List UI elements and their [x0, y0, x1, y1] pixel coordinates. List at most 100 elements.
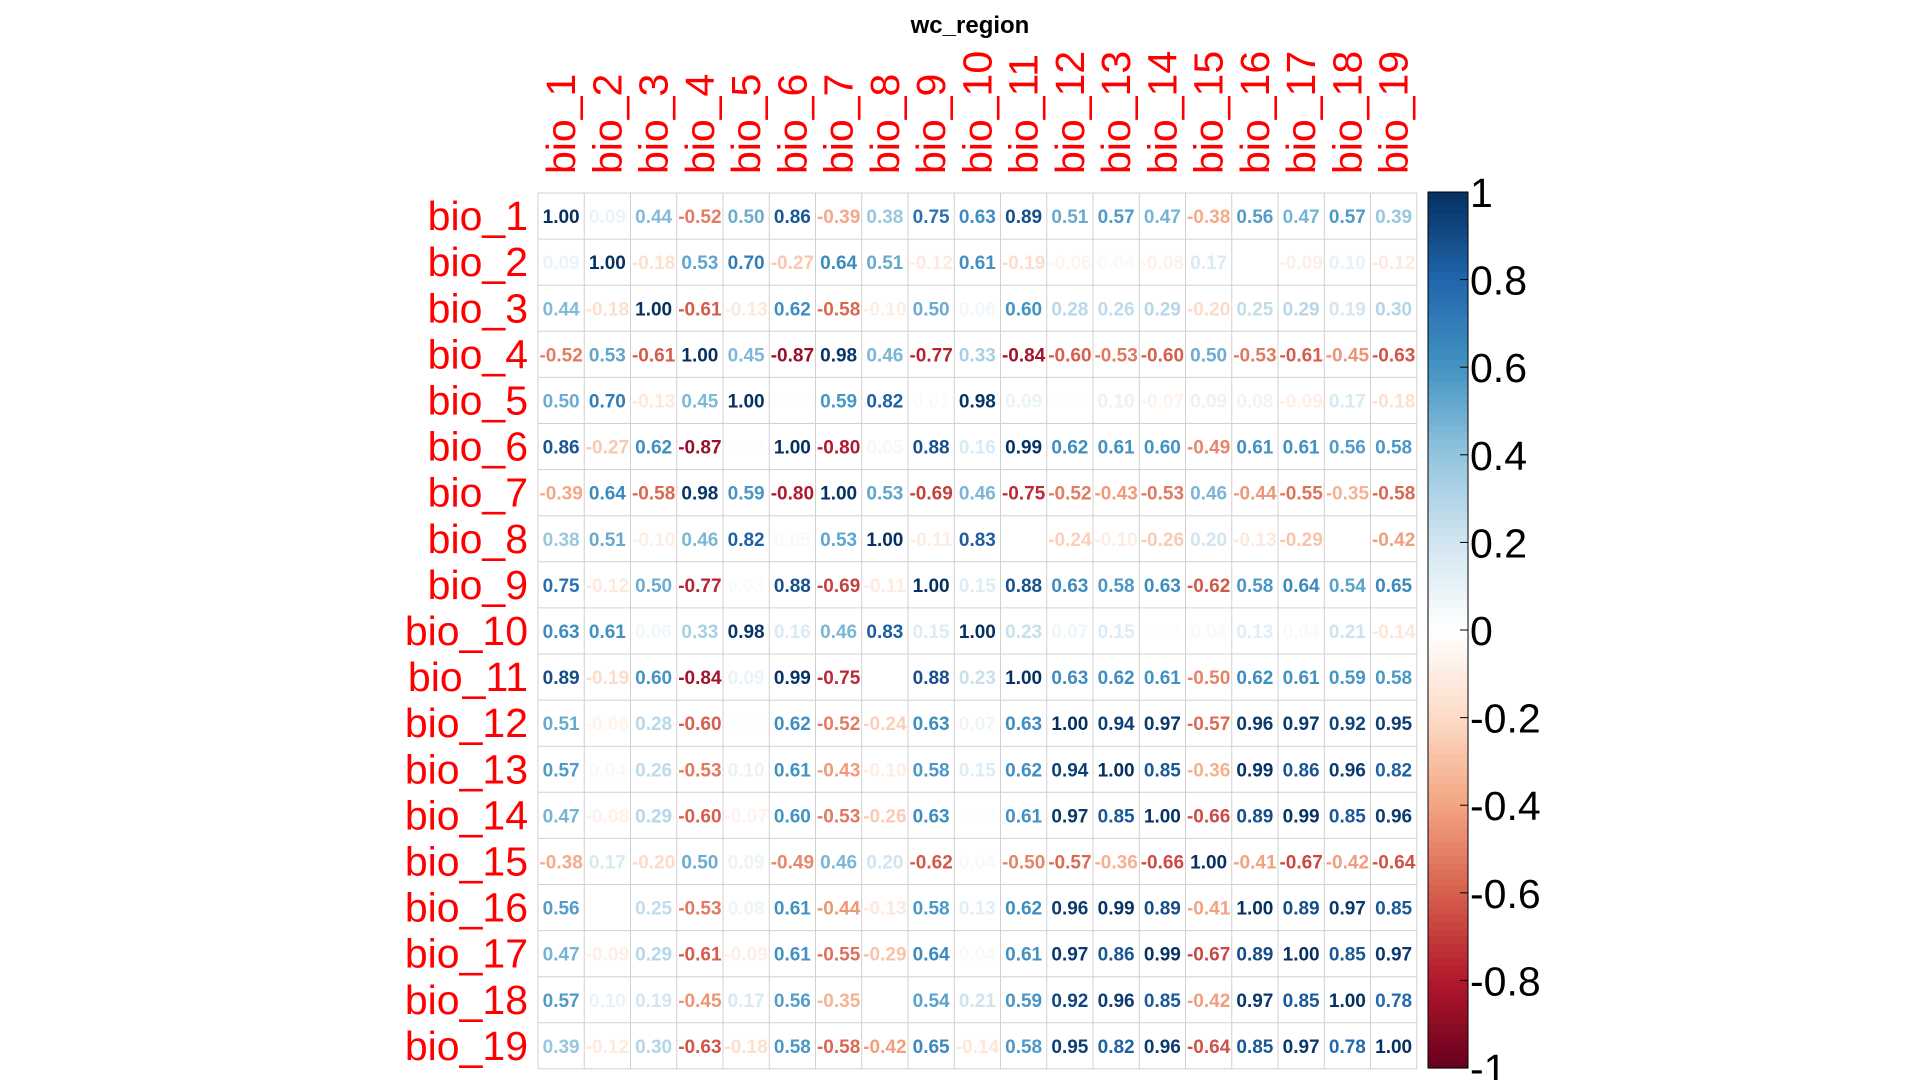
cell-value: 0.61 — [959, 253, 996, 274]
colorbar-segment — [1428, 863, 1468, 872]
cell-value: 0.57 — [1098, 207, 1135, 228]
cell-value: 1.00 — [1144, 806, 1181, 827]
cell-value: 0.53 — [820, 530, 857, 551]
row-label: bio_9 — [428, 562, 528, 608]
colorbar-segment — [1428, 608, 1468, 616]
cell-value: 0.04 — [1190, 622, 1227, 643]
colorbar-segment — [1428, 381, 1468, 390]
cell-value: 0.82 — [728, 530, 765, 551]
cell-value: -0.10 — [1094, 530, 1137, 551]
column-label: bio_7 — [816, 74, 862, 174]
cell-value: 0.15 — [959, 576, 996, 597]
colorbar-tick-label: 1 — [1470, 170, 1493, 216]
cell-value: 0.57 — [1329, 207, 1366, 228]
cell-value: 0.01 — [728, 714, 765, 735]
colorbar-segment — [1428, 644, 1468, 653]
cell-value: 0.92 — [1329, 714, 1366, 735]
cell-value: 0.15 — [913, 622, 950, 643]
colorbar-segment — [1428, 936, 1468, 945]
cell-value: 0.99 — [1144, 945, 1181, 966]
colorbar-segment — [1428, 535, 1468, 543]
cell-value: -0.18 — [632, 253, 675, 274]
cell-value: 0.85 — [1375, 899, 1412, 920]
cell-value: -0.10 — [632, 530, 675, 551]
colorbar-tick-label: -0.8 — [1470, 958, 1541, 1004]
cell-value: -0.61 — [678, 945, 722, 966]
colorbar-segment — [1428, 338, 1468, 346]
cell-value: 0.58 — [1375, 438, 1412, 459]
cell-value: -0.20 — [1187, 299, 1230, 320]
cell-value: 0.85 — [1236, 1037, 1273, 1058]
row-label: bio_14 — [405, 792, 528, 838]
cell-value: 0.26 — [1098, 299, 1135, 320]
cell-value: -0.69 — [909, 484, 952, 505]
cell-value: -0.61 — [1279, 345, 1323, 366]
cell-value: 0.02 — [774, 391, 811, 412]
cell-value: 0.99 — [1236, 760, 1273, 781]
cell-value: -0.63 — [678, 1037, 721, 1058]
column-label: bio_15 — [1186, 51, 1232, 174]
colorbar-segment — [1428, 447, 1468, 456]
cell-value: 0.89 — [543, 668, 580, 689]
cell-value: 0.23 — [959, 668, 996, 689]
cell-value: -0.87 — [678, 438, 721, 459]
cell-value: -0.50 — [1187, 668, 1230, 689]
colorbar-segment — [1428, 951, 1468, 960]
cell-value: -0.58 — [1372, 484, 1415, 505]
colorbar-segment — [1428, 761, 1468, 770]
cell-value: -0.18 — [586, 299, 629, 320]
colorbar-segment — [1428, 316, 1468, 324]
cell-value: -0.84 — [678, 668, 722, 689]
colorbar-segment — [1428, 600, 1468, 609]
cell-value: -0.57 — [1048, 852, 1091, 873]
cell-value: 0.00 — [866, 991, 903, 1012]
cell-value: 0.99 — [1098, 899, 1135, 920]
cell-value: 0.05 — [774, 530, 811, 551]
colorbar-tick-label: -0.4 — [1470, 783, 1541, 829]
cell-value: 0.25 — [635, 899, 672, 920]
cell-value: -0.08 — [1141, 253, 1184, 274]
cell-value: -0.62 — [1187, 576, 1230, 597]
cell-value: 0.29 — [635, 945, 672, 966]
colorbar-segment — [1428, 440, 1468, 449]
colorbar-segment — [1428, 213, 1468, 222]
cell-value: 0.47 — [1283, 207, 1320, 228]
cell-value: 0.96 — [1144, 1037, 1181, 1058]
cell-value: -0.42 — [863, 1037, 906, 1058]
cell-value: 0.65 — [1375, 576, 1412, 597]
cell-value: 0.39 — [543, 1037, 580, 1058]
colorbar-segment — [1428, 564, 1468, 573]
cell-value: 0.38 — [543, 530, 580, 551]
column-label: bio_6 — [769, 74, 815, 174]
colorbar-segment — [1428, 498, 1468, 507]
colorbar-segment — [1428, 878, 1468, 887]
colorbar-segment — [1428, 513, 1468, 522]
cell-value: 0.82 — [1098, 1037, 1135, 1058]
cell-value: 0.82 — [1375, 760, 1412, 781]
column-labels: bio_1 bio_2 bio_3 bio_4 bio_5 bio_6 bio_7 bio_8… — [538, 51, 1417, 174]
cell-value: -0.38 — [539, 852, 582, 873]
cell-value: 0.70 — [728, 253, 765, 274]
colorbar-segment — [1428, 943, 1468, 952]
cell-value: 0.04 — [589, 760, 626, 781]
column-label: bio_10 — [954, 51, 1000, 174]
cell-value: -0.64 — [1372, 852, 1416, 873]
colorbar-segment — [1428, 812, 1468, 821]
cell-value: -0.60 — [1141, 345, 1184, 366]
cell-value: 0.21 — [1329, 622, 1366, 643]
row-label: bio_19 — [405, 1023, 528, 1069]
cell-value: 0.16 — [959, 438, 996, 459]
cell-value: 0.61 — [1144, 668, 1181, 689]
colorbar-segment — [1428, 856, 1468, 865]
cell-value: 0.23 — [1005, 622, 1042, 643]
colorbar-segment — [1428, 615, 1468, 624]
column-label: bio_12 — [1047, 51, 1093, 174]
cell-value: -0.26 — [1141, 530, 1184, 551]
colorbar-segment — [1428, 1038, 1468, 1047]
cell-value: 0.29 — [1283, 299, 1320, 320]
cell-value: 0.04 — [1283, 622, 1320, 643]
cell-value: -0.44 — [817, 899, 861, 920]
cell-value: 0.02 — [1144, 622, 1181, 643]
cell-value: 0.09 — [728, 852, 765, 873]
